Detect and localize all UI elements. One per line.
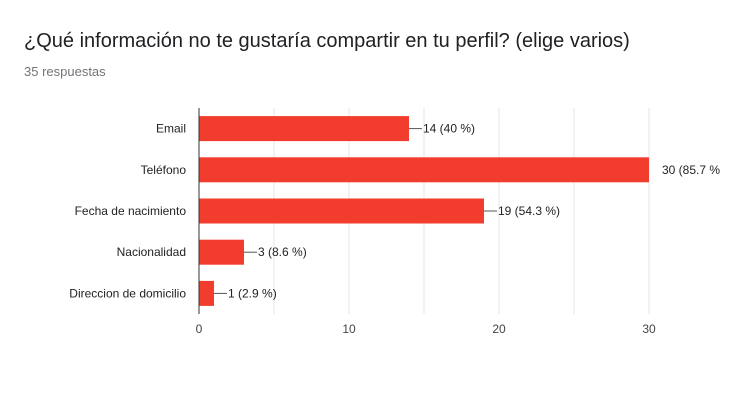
data-label: 30 (85.7 % xyxy=(662,163,720,177)
category-label: Email xyxy=(156,122,186,136)
data-label: 3 (8.6 %) xyxy=(258,245,307,259)
category-label: Teléfono xyxy=(141,163,187,177)
bar xyxy=(199,157,649,183)
data-label: 1 (2.9 %) xyxy=(228,286,277,300)
response-count: 35 respuestas xyxy=(24,64,106,79)
x-tick-label: 10 xyxy=(342,322,356,336)
bar xyxy=(199,116,409,142)
x-tick-label: 20 xyxy=(492,322,506,336)
x-tick-label: 0 xyxy=(196,322,203,336)
bar xyxy=(199,239,244,265)
bar xyxy=(199,280,214,306)
chart-title: ¿Qué información no te gustaría comparti… xyxy=(24,30,630,52)
labels: 0 10 20 30 Email 14 (40 %) Teléfono 30 (85.7 % F… xyxy=(69,122,720,336)
bars xyxy=(199,116,649,306)
data-label: 19 (54.3 %) xyxy=(498,204,560,218)
data-label: 14 (40 %) xyxy=(423,122,475,136)
x-tick-label: 30 xyxy=(642,322,656,336)
category-label: Nacionalidad xyxy=(117,245,186,259)
bar xyxy=(199,198,484,224)
category-label: Direccion de domicilio xyxy=(69,286,186,300)
category-label: Fecha de nacimiento xyxy=(75,204,187,218)
